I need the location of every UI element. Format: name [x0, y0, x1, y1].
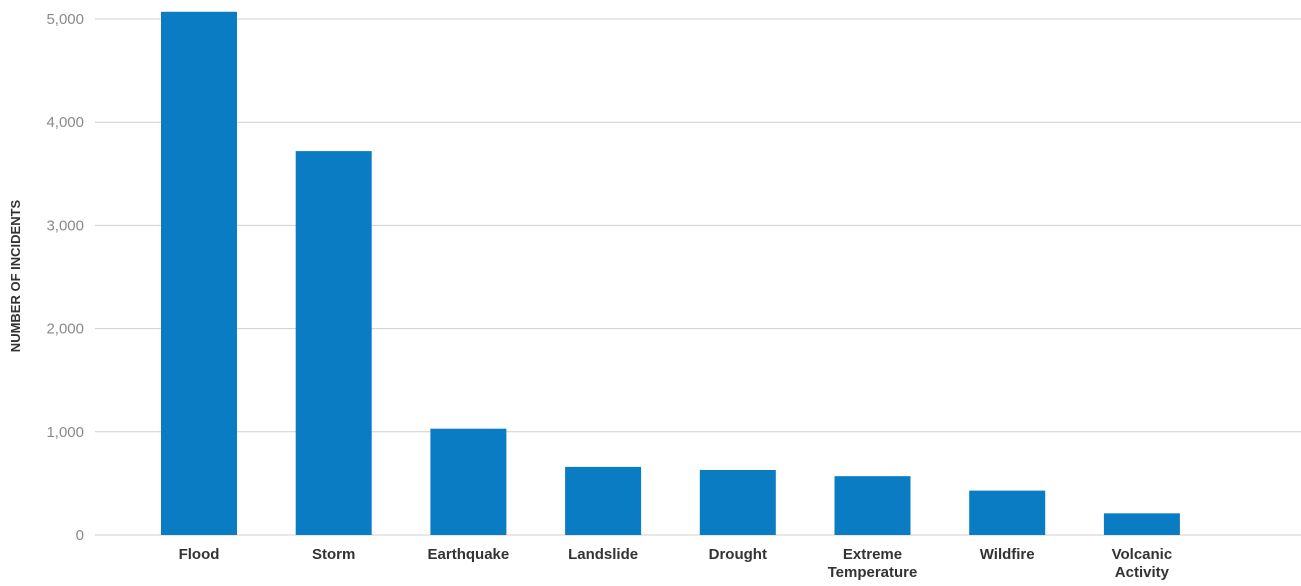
bar-drought: [699, 469, 776, 535]
x-tick-label: Storm: [312, 546, 355, 563]
x-tick-label: Volcanic: [1112, 546, 1173, 563]
y-tick-labels: 0 1,000 2,000 3,000 4,000 5,000: [46, 11, 84, 544]
bar-flood: [161, 11, 237, 535]
bar-wildfire: [969, 490, 1046, 535]
x-tick-label: Landslide: [568, 546, 638, 563]
x-tick-label: Flood: [179, 546, 220, 563]
y-tick-label: 4,000: [46, 114, 84, 131]
bar-volcanic-activity: [1103, 513, 1180, 535]
y-tick-label: 0: [76, 527, 84, 544]
x-tick-label: Temperature: [828, 564, 918, 581]
x-tick-label: Extreme: [843, 546, 902, 563]
x-category-labels: Flood Storm Earthquake Landslide Drought Extr…: [179, 546, 1173, 581]
y-tick-label: 2,000: [46, 321, 84, 338]
x-tick-label: Wildfire: [980, 546, 1035, 563]
x-tick-label: Drought: [709, 546, 767, 563]
gridlines: [95, 18, 1301, 536]
bars: [161, 11, 1180, 535]
bar-storm: [295, 151, 372, 535]
bar-landslide: [565, 466, 642, 535]
y-tick-label: 5,000: [46, 11, 84, 28]
y-tick-label: 1,000: [46, 424, 84, 441]
x-tick-label: Activity: [1115, 564, 1170, 581]
bar-extreme-temperature: [834, 476, 911, 535]
x-tick-label: Earthquake: [428, 546, 510, 563]
y-tick-label: 3,000: [46, 217, 84, 234]
y-axis-title: NUMBER OF INCIDENTS: [8, 199, 23, 352]
bar-earthquake: [430, 428, 507, 535]
